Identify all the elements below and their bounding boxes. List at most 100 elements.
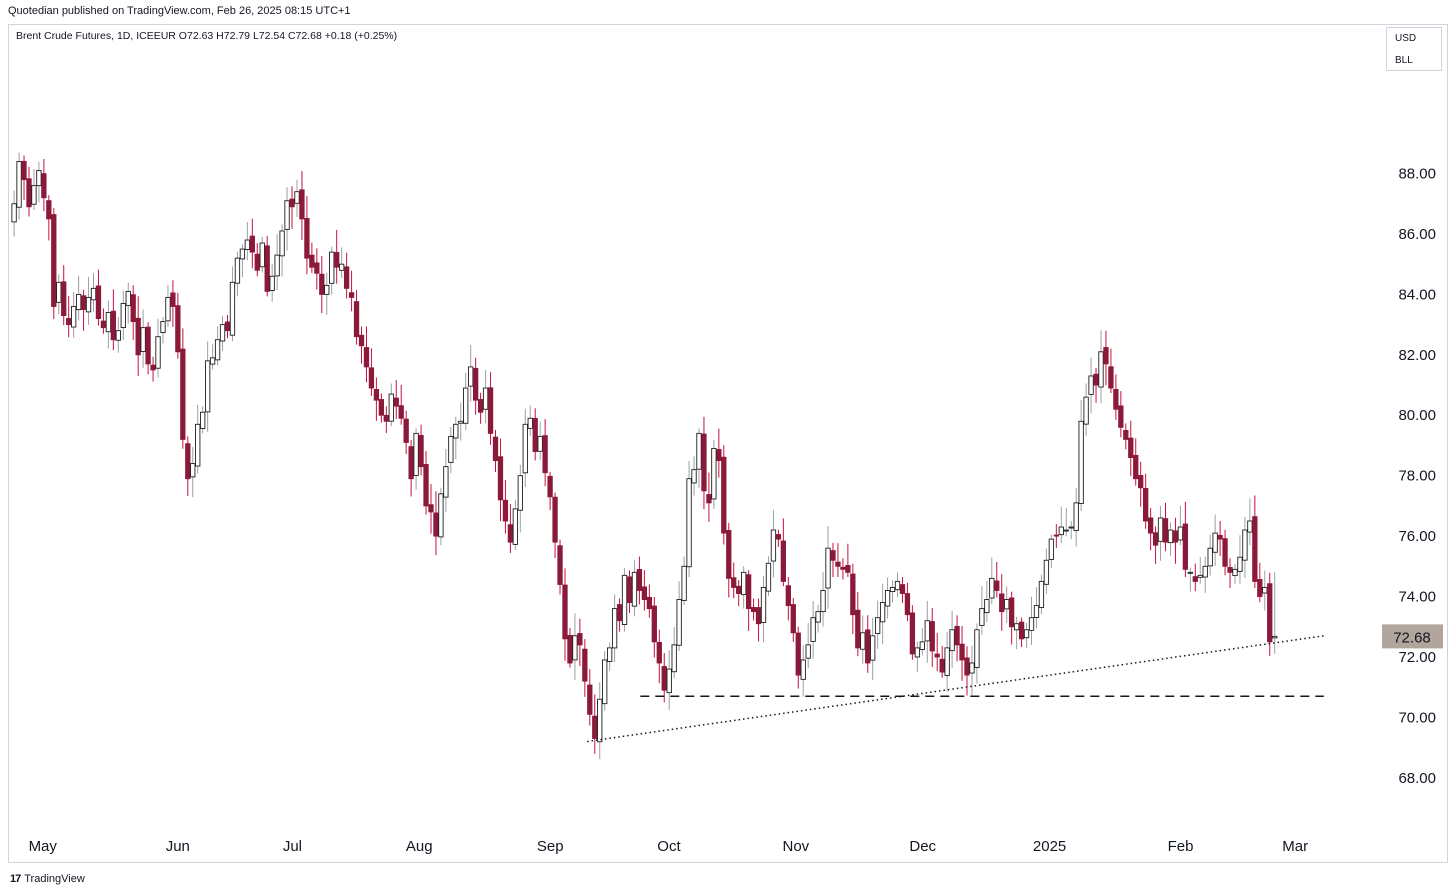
candle [1167,522,1174,557]
unit-selector[interactable]: USD BLL [1386,27,1442,71]
candle [334,229,340,284]
candle-body [175,305,181,353]
candle [463,372,469,431]
candle [1138,461,1144,507]
candle-body [1133,454,1139,480]
candle-body [170,292,176,307]
x-tick-label: Aug [406,838,433,855]
candle-body [66,318,72,326]
candle [1009,591,1015,645]
candle [135,296,141,377]
candle [294,179,300,217]
candle [413,428,419,490]
candle [284,187,290,251]
candle [185,436,191,497]
candle-body [150,364,156,371]
candle [1053,524,1059,548]
candle [1123,423,1129,450]
candle [815,604,821,633]
candle [537,421,543,460]
candle-body [661,666,667,691]
candle-body [557,545,563,585]
candle [1033,587,1040,629]
candle-body [229,281,236,336]
candle-body [1009,597,1015,628]
candle-body [487,387,494,434]
candle [482,370,489,424]
candle-body [1267,583,1273,643]
candle [616,598,623,632]
candle [666,650,672,710]
candle-body [46,200,52,220]
candle [984,580,990,623]
candle [1157,506,1164,561]
candle-body [314,262,320,274]
candle [492,430,499,472]
footer-brand-text: TradingView [24,873,85,885]
candle-body [989,577,995,599]
candle-body [750,607,757,613]
candle-body [1202,565,1208,578]
candle [1013,616,1020,650]
candle-body [626,576,633,604]
candle [1172,517,1179,564]
candle-body [1187,571,1193,574]
candle-body [1197,574,1203,578]
candle-body [1048,538,1055,560]
candle [780,518,787,587]
candle [393,380,399,419]
x-tick-label: Jul [283,838,302,855]
candle [130,285,136,341]
candle-body [383,414,389,422]
candle [165,284,171,327]
candle-body [90,287,97,301]
candle-body [249,235,255,253]
candle [944,631,950,692]
candle-body [646,596,653,610]
candle-body [587,684,593,715]
candle [1147,508,1154,551]
candle-body [820,590,826,613]
candle-body [1033,605,1040,618]
candles-layer [11,152,1278,760]
candle-body [458,420,464,424]
candle [1068,521,1074,540]
candle [125,282,131,324]
candle-body [26,178,32,208]
candle [611,594,618,663]
candle [721,445,727,545]
candle-body [80,295,87,310]
candle [850,563,856,635]
candle [621,568,628,632]
candle [1128,420,1134,477]
candle-body [279,230,285,257]
candle-body [517,475,523,511]
candle [1152,526,1159,564]
y-tick-label: 74.00 [1398,589,1436,606]
candle [1108,348,1114,394]
candle-body [825,547,831,589]
candle-body [165,296,171,322]
candle-body [353,301,360,338]
candle-body [284,200,290,230]
candle [1247,498,1253,546]
candle [428,484,434,534]
candle-body [100,320,107,329]
candle [195,404,201,474]
candle [626,570,633,614]
candle [180,328,186,449]
annotations-layer: 72.68 [586,624,1443,743]
candle [1267,572,1273,656]
candle-body [889,587,896,593]
candle-body [984,599,990,614]
candle-body [1043,559,1050,585]
candle-body [482,387,489,410]
candle-body [95,285,102,320]
candle [205,341,211,432]
candle-body [219,324,226,342]
candle-body [532,417,538,452]
chart-frame [8,24,1448,863]
candle [979,586,985,635]
x-tick-label: Jun [166,838,190,855]
